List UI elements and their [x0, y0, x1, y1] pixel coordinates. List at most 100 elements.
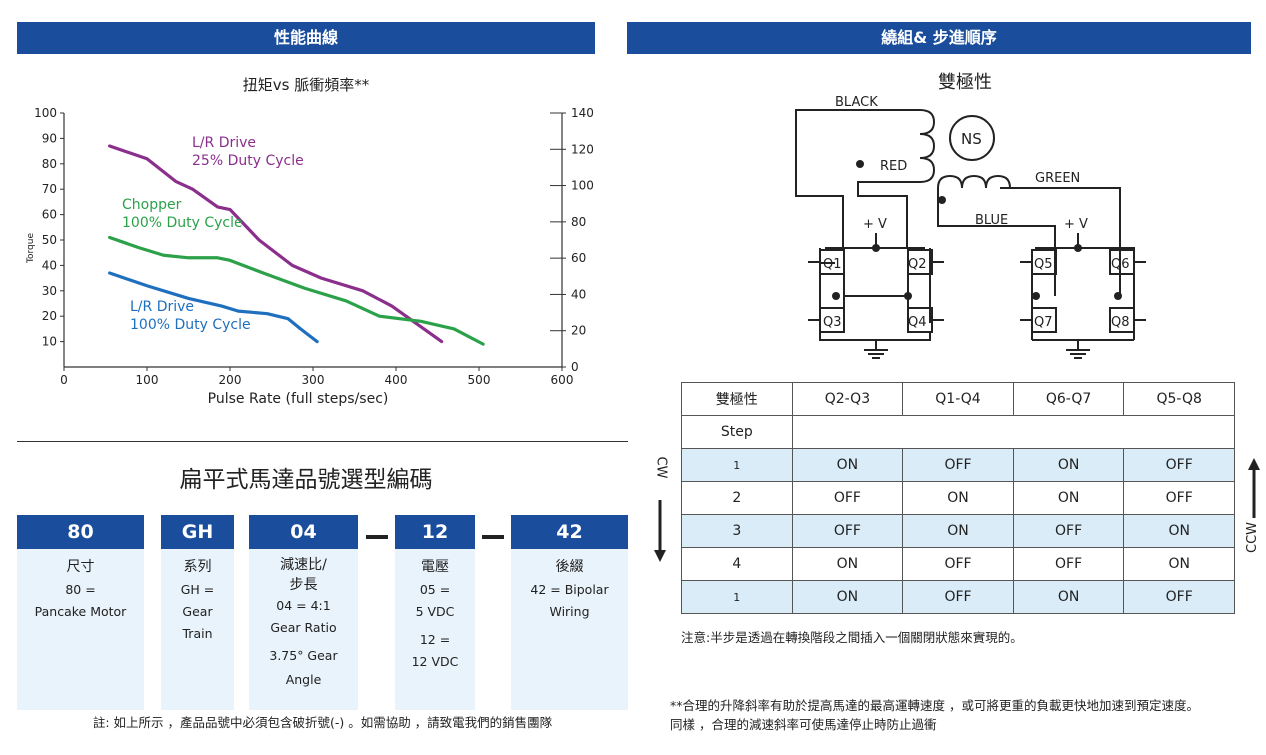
x-tick-label: 100	[136, 373, 159, 387]
code-suffix-column: 後綴 42 = Bipolar Wiring	[511, 549, 628, 710]
label-black: BLACK	[835, 95, 878, 110]
diagram-title: 雙極性	[938, 72, 992, 93]
y-right-tick-label: 120	[571, 142, 594, 156]
code-voltage-line: 5 VDC	[415, 604, 455, 619]
label-red: RED	[880, 159, 907, 174]
series-line-1	[108, 144, 444, 344]
state-cell: OFF	[902, 547, 1014, 581]
code-series-column: 系列 GH = Gear Train	[161, 549, 234, 710]
code-series-header: GH	[161, 515, 234, 549]
code-size-name: 尺寸	[66, 559, 95, 575]
code-suffix-header: 42	[511, 515, 628, 549]
code-ratio-name: 減速比/	[280, 557, 327, 573]
step-label: Step	[681, 415, 793, 449]
y-right-tick-label: 100	[571, 179, 594, 193]
code-ratio-line: 04 = 4:1	[276, 598, 331, 613]
y-right-tick-label: 140	[571, 106, 594, 120]
code-suffix-line: 42 = Bipolar	[530, 582, 609, 597]
y-right-tick-label: 40	[571, 287, 586, 301]
code-ratio-column: 減速比/ 步長 04 = 4:1 Gear Ratio 3.75° Gear A…	[249, 549, 358, 710]
code-ratio-line: Gear Ratio	[270, 620, 337, 635]
table-header-cell: Q5-Q8	[1123, 382, 1235, 416]
code-size-line: Pancake Motor	[34, 604, 127, 619]
y-left-tick-label: 90	[42, 131, 57, 145]
y-left-tick-label: 70	[42, 182, 57, 196]
code-note: 註: 如上所示 ，產品品號中必須包含破折號(-) 。如需協助 ，請致電我們的銷售…	[92, 715, 553, 730]
state-cell: ON	[791, 547, 904, 581]
state-cell: ON	[902, 514, 1014, 548]
table-row: 1 ON OFF ON OFF	[681, 448, 1235, 482]
y-left-tick-label: 50	[42, 233, 57, 247]
legend-label: L/R Drive	[130, 299, 194, 315]
code-ratio-name: 步長	[289, 577, 318, 593]
blank-cell	[791, 415, 1236, 449]
torque-chart: 10 20 30 40 50 60 70 80 90 100 0 20 40 60 80 100 120 140 0…	[26, 106, 594, 407]
state-cell: ON	[1012, 580, 1125, 614]
ramp-note-line2: 同樣 ，合理的減速斜率可使馬達停止時防止過衝	[670, 717, 937, 732]
y-right-tick-label: 60	[571, 251, 586, 265]
ccw-label: CCW	[1245, 521, 1261, 554]
x-tick-label: 500	[468, 373, 491, 387]
code-series-name: 系列	[183, 559, 212, 575]
x-tick-label: 0	[60, 373, 68, 387]
label-q8: Q8	[1111, 315, 1130, 330]
y-left-tick-label: 80	[42, 157, 57, 171]
series-line-3	[108, 271, 319, 344]
table-header-cell: Q2-Q3	[791, 382, 904, 416]
x-tick-label: 600	[551, 373, 574, 387]
step-cell: 2	[681, 481, 793, 515]
label-green: GREEN	[1035, 171, 1080, 186]
label-q6: Q6	[1111, 257, 1130, 272]
step-cell: 3	[681, 514, 793, 548]
table-row: 4 ON OFF OFF ON	[681, 547, 1235, 581]
label-q1: Q1	[823, 257, 842, 272]
code-voltage-column: 電壓 05 = 5 VDC 12 = 12 VDC	[395, 549, 475, 710]
series-line-2	[108, 235, 485, 346]
state-cell: ON	[791, 448, 904, 482]
state-cell: OFF	[1123, 580, 1235, 614]
code-section-title: 扁平式馬達品號選型編碼	[179, 467, 433, 493]
label-vplus-2: + V	[1064, 217, 1088, 232]
y-right-tick-label: 20	[571, 324, 586, 338]
y-axis-label: Torque	[26, 233, 36, 264]
winding-sequence-header: 繞組& 步進順序	[627, 22, 1251, 54]
state-cell: OFF	[1123, 481, 1235, 515]
ramp-note-line1: **合理的升降斜率有助於提高馬達的最高運轉速度 ，或可將更重的負載更快地加速到預…	[670, 698, 1199, 713]
label-q7: Q7	[1034, 315, 1053, 330]
table-header-cell: Q1-Q4	[902, 382, 1014, 416]
winding-diagram: BLACK RED GREEN BLUE NS + V + V Q1 Q2 Q3…	[795, 95, 1146, 359]
state-cell: OFF	[1012, 514, 1125, 548]
legend-label: L/R Drive	[192, 135, 256, 151]
table-header-cell: 雙極性	[681, 382, 793, 416]
x-axis-label: Pulse Rate (full steps/sec)	[208, 391, 389, 407]
code-size-line: 80 =	[65, 582, 96, 597]
y-left-tick-label: 40	[42, 258, 57, 272]
cw-arrow-icon	[654, 500, 666, 562]
legend-label: 25% Duty Cycle	[192, 153, 304, 169]
table-row: 2 OFF ON ON OFF	[681, 481, 1235, 515]
code-series-line: Train	[182, 626, 213, 641]
code-voltage-line: 05 =	[419, 582, 451, 597]
code-series-line: GH =	[180, 582, 215, 597]
y-left-tick-label: 100	[34, 106, 57, 120]
step-cell: 1	[681, 580, 793, 614]
label-ns: NS	[961, 130, 982, 148]
step-sequence-table: 雙極性 Q2-Q3 Q1-Q4 Q6-Q7 Q5-Q8 Step 1 ON OF…	[681, 382, 1236, 614]
code-series-line: Gear	[182, 604, 213, 619]
code-suffix-line: Wiring	[549, 604, 590, 619]
table-row: 3 OFF ON OFF ON	[681, 514, 1235, 548]
state-cell: ON	[1123, 514, 1235, 548]
state-cell: OFF	[1123, 448, 1235, 482]
state-cell: OFF	[1012, 547, 1125, 581]
code-ratio-line: Angle	[285, 672, 322, 687]
code-suffix-name: 後綴	[555, 559, 584, 575]
y-left-tick-label: 10	[42, 335, 57, 349]
y-right-tick-label: 0	[571, 360, 579, 374]
ccw-arrow-icon	[1248, 458, 1260, 518]
x-tick-label: 200	[219, 373, 242, 387]
y-left-tick-label: 30	[42, 284, 57, 298]
step-cell: 4	[681, 547, 793, 581]
state-cell: ON	[1123, 547, 1235, 581]
y-left-tick-label: 60	[42, 208, 57, 222]
code-ratio-header: 04	[249, 515, 358, 549]
